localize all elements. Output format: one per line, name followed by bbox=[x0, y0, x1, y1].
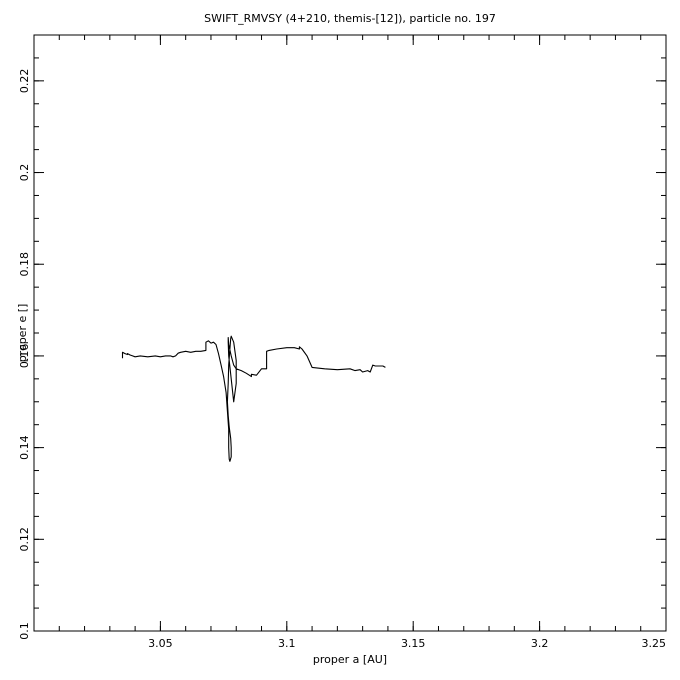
x-tick-label: 3.2 bbox=[531, 637, 549, 650]
y-tick-label: 0.18 bbox=[18, 252, 31, 277]
y-tick-label: 0.1 bbox=[18, 622, 31, 640]
y-axis-label: proper e [] bbox=[16, 304, 29, 363]
x-tick-label: 3.25 bbox=[642, 637, 667, 650]
y-tick-label: 0.2 bbox=[18, 164, 31, 182]
x-tick-label: 3.05 bbox=[148, 637, 173, 650]
x-axis-label: proper a [AU] bbox=[313, 653, 387, 666]
x-tick-label: 3.15 bbox=[401, 637, 426, 650]
y-tick-label: 0.22 bbox=[18, 69, 31, 94]
data-series bbox=[121, 335, 386, 462]
chart-title: SWIFT_RMVSY (4+210, themis-[12]), partic… bbox=[204, 12, 496, 25]
x-tick-label: 3.1 bbox=[278, 637, 296, 650]
series-line bbox=[121, 335, 386, 462]
y-tick-label: 0.14 bbox=[18, 435, 31, 460]
y-tick-label: 0.12 bbox=[18, 527, 31, 552]
axis-tick-labels: 3.05 3.1 3.15 3.2 3.25 0.1 0.12 0.14 0.16 0.18 0.2… bbox=[18, 69, 666, 650]
axis-ticks bbox=[33, 34, 667, 632]
plot-frame bbox=[33, 34, 667, 632]
y-tick-label: 0.16 bbox=[18, 344, 31, 369]
